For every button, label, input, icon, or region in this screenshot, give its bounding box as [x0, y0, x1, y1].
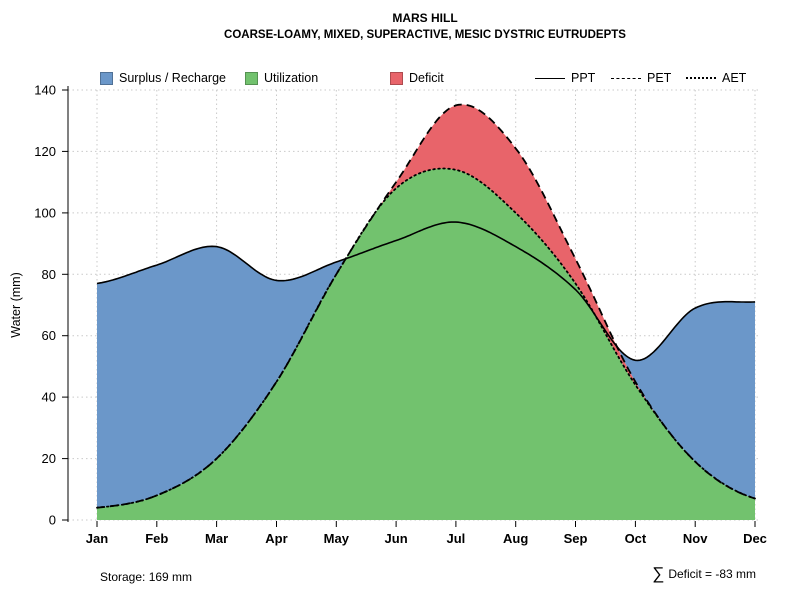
chart-title-block: MARS HILL COARSE-LOAMY, MIXED, SUPERACTI… [55, 11, 795, 42]
legend-label-pet: PET [647, 71, 672, 85]
x-month-label: Apr [265, 531, 287, 546]
ppt-line [96, 221, 756, 362]
legend-label-aet: AET [722, 71, 747, 85]
legend-item-utilization: Utilization [245, 71, 318, 85]
legend-item-deficit: Deficit [390, 71, 444, 85]
x-month-label: Nov [683, 531, 708, 546]
area-surplus-recharge [616, 301, 755, 499]
area-deficit [376, 104, 667, 430]
legend-item-aet: AET [686, 71, 746, 85]
x-month-label: Aug [503, 531, 528, 546]
y-tick-label: 0 [49, 513, 56, 528]
legend-item-ppt: PPT [535, 71, 595, 85]
legend-item-surplus: Surplus / Recharge [100, 71, 226, 85]
y-axis-title: Water (mm) [9, 272, 23, 338]
area-utilization [97, 168, 755, 520]
x-month-label: Oct [625, 531, 647, 546]
x-month-label: Dec [743, 531, 767, 546]
area-surplus-recharge [97, 246, 346, 508]
x-month-label: Mar [205, 531, 228, 546]
surplus-swatch-icon [100, 71, 113, 85]
pet-line-sample-icon [611, 77, 641, 79]
chart-title: MARS HILL [392, 11, 458, 25]
y-tick-label: 80 [42, 267, 56, 282]
legend-item-pet: PET [611, 71, 671, 85]
legend-label-utilization: Utilization [264, 71, 319, 85]
y-tick-label: 140 [34, 83, 56, 98]
y-tick-label: 100 [34, 205, 56, 220]
legend-label-deficit: Deficit [409, 71, 444, 85]
x-month-label: Jul [447, 531, 466, 546]
legend-label-ppt: PPT [571, 71, 596, 85]
x-month-label: Sep [564, 531, 588, 546]
y-tick-label: 120 [34, 144, 56, 159]
y-tick-label: 60 [42, 328, 56, 343]
pet-line [96, 103, 756, 509]
deficit-swatch-icon [390, 71, 403, 85]
chart-subtitle: COARSE-LOAMY, MIXED, SUPERACTIVE, MESIC … [224, 29, 626, 41]
sum-symbol: ∑ [652, 564, 665, 583]
x-month-label: Jun [385, 531, 408, 546]
y-tick-label: 20 [42, 451, 56, 466]
deficit-text: Deficit = -83 mm [668, 566, 756, 581]
x-month-label: Feb [145, 531, 168, 546]
y-tick-label: 40 [42, 390, 56, 405]
x-month-label: May [324, 531, 350, 546]
ppt-line-sample-icon [535, 77, 565, 79]
deficit-annotation: ∑ Deficit = -83 mm [652, 565, 756, 582]
x-month-label: Jan [86, 531, 108, 546]
legend-label-surplus: Surplus / Recharge [119, 71, 227, 85]
utilization-swatch-icon [245, 71, 258, 85]
axes [62, 86, 756, 527]
tick-labels: 0 20 40 60 80 100 120 140 Jan Feb Mar Apr May Jun Jul A… [34, 83, 767, 547]
aet-line-sample-icon [686, 77, 716, 79]
storage-annotation: Storage: 169 mm [100, 570, 193, 584]
aet-line [96, 167, 756, 509]
